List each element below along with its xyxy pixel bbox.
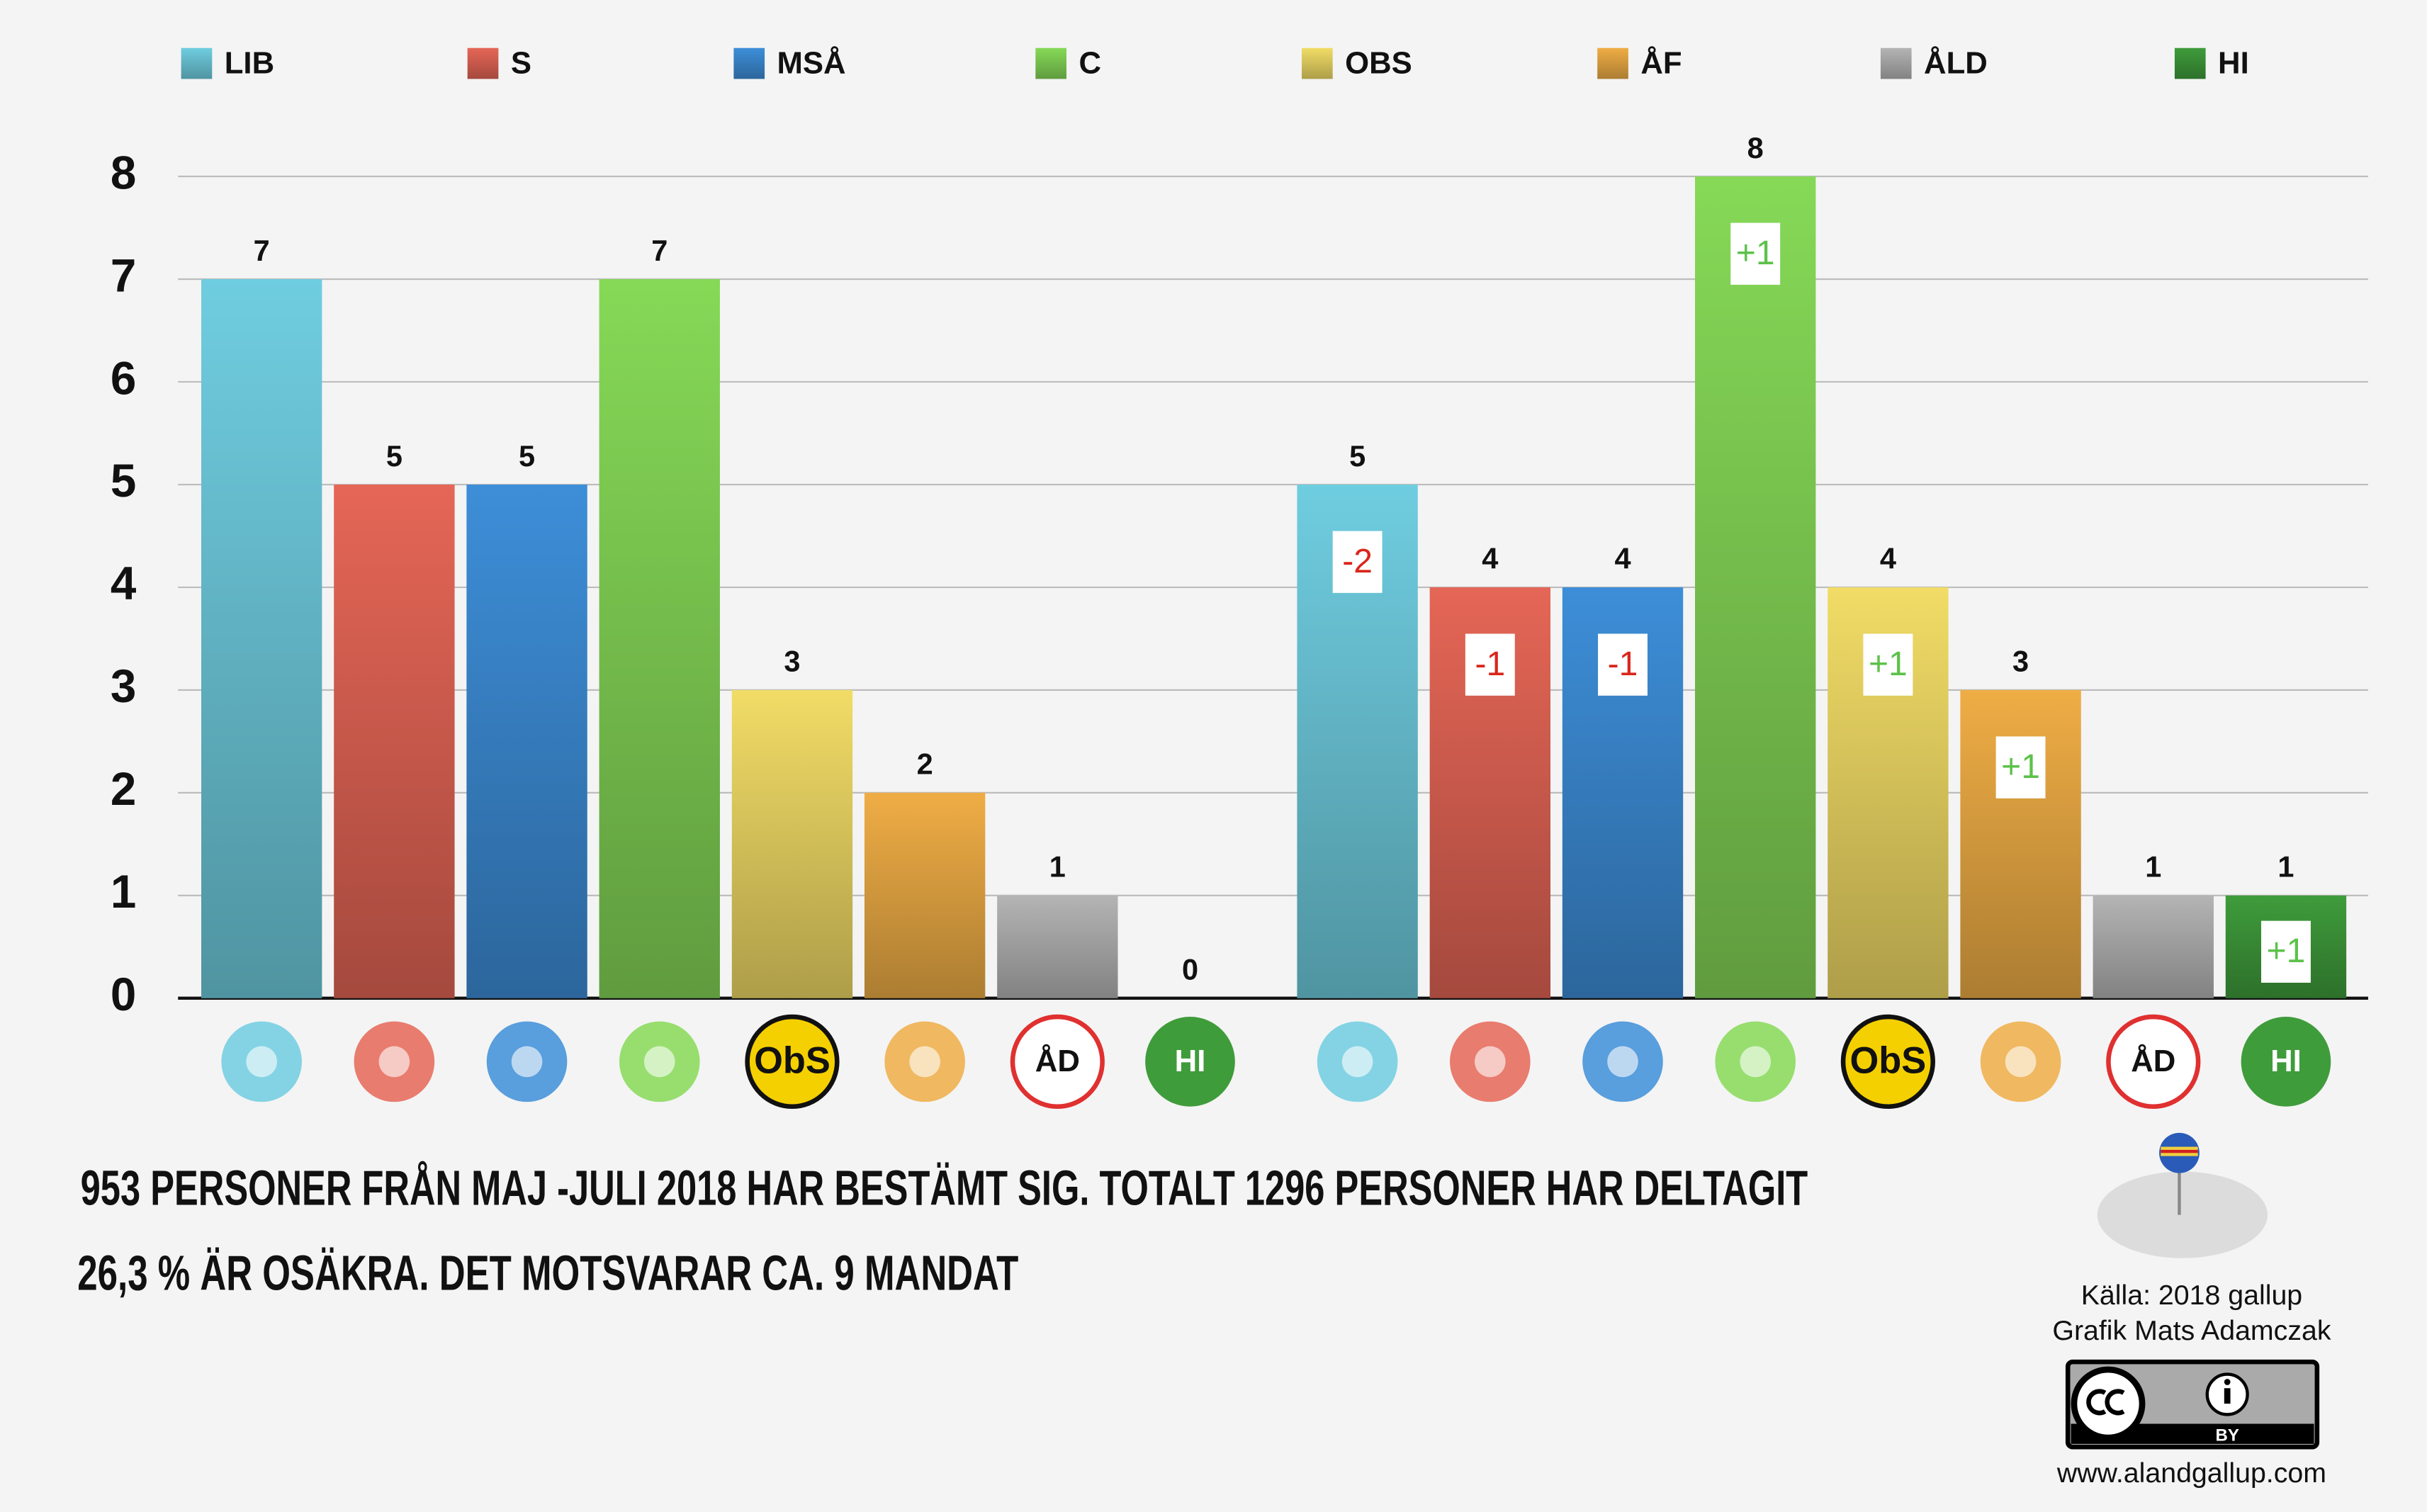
change-label: -1 bbox=[1608, 645, 1638, 683]
bar bbox=[864, 792, 986, 998]
value-label: 0 bbox=[1182, 953, 1198, 986]
legend-label: S bbox=[511, 45, 531, 80]
logo-inner bbox=[909, 1046, 940, 1078]
change-label: -1 bbox=[1475, 645, 1505, 683]
change-label: +1 bbox=[1869, 645, 1908, 683]
bar bbox=[599, 278, 720, 998]
legend-label: LIB bbox=[225, 45, 274, 80]
bar bbox=[731, 689, 853, 998]
value-label: 7 bbox=[254, 234, 270, 267]
change-label: +1 bbox=[1736, 235, 1775, 272]
change-box bbox=[1465, 633, 1515, 696]
logo bbox=[2106, 1014, 2201, 1110]
value-label: 3 bbox=[2012, 645, 2029, 678]
logo-text: HI bbox=[2270, 1044, 2302, 1078]
value-label: 5 bbox=[1349, 439, 1365, 473]
y-tick-label: 3 bbox=[111, 660, 136, 712]
legend-label: MSÅ bbox=[777, 45, 846, 80]
legend-swatch bbox=[1880, 47, 1912, 79]
bar bbox=[2093, 895, 2214, 998]
value-label: 8 bbox=[1747, 131, 1764, 164]
change-box bbox=[1863, 633, 1913, 696]
value-label: 2 bbox=[917, 747, 933, 781]
value-label: 1 bbox=[2277, 850, 2294, 884]
logo-text: ÅD bbox=[1035, 1044, 1080, 1078]
legend-label: ÅF bbox=[1640, 45, 1682, 80]
logo-inner bbox=[2005, 1046, 2037, 1078]
legend-label: OBS bbox=[1345, 45, 1412, 80]
legend-swatch bbox=[733, 47, 765, 79]
logo-inner bbox=[643, 1046, 675, 1078]
legend-label: ÅLD bbox=[1924, 45, 1988, 80]
logo-text: HI bbox=[1175, 1044, 1206, 1078]
note: 953 PERSONER FRÅN MAJ -JULI 2018 HAR BES… bbox=[81, 1160, 1808, 1215]
value-label: 4 bbox=[1482, 542, 1498, 575]
logo-text: ObS bbox=[754, 1040, 830, 1081]
bar bbox=[466, 484, 587, 998]
value-label: 3 bbox=[784, 645, 800, 678]
value-label: 1 bbox=[2145, 850, 2161, 884]
change-box bbox=[1730, 222, 1781, 285]
logo-inner bbox=[511, 1046, 543, 1078]
legend-swatch bbox=[2174, 47, 2206, 79]
value-label: 4 bbox=[1614, 542, 1631, 575]
change-label: +1 bbox=[2267, 932, 2306, 970]
bar bbox=[334, 484, 455, 998]
source: Källa: 2018 gallup bbox=[2081, 1280, 2302, 1311]
logo bbox=[1010, 1014, 1105, 1110]
bar bbox=[201, 278, 322, 998]
value-label: 4 bbox=[1880, 542, 1896, 575]
bar bbox=[1960, 689, 2081, 998]
y-tick-label: 1 bbox=[111, 866, 136, 918]
value-label: 7 bbox=[651, 234, 668, 267]
logo bbox=[1145, 1017, 1235, 1107]
legend-swatch bbox=[1035, 47, 1066, 79]
y-tick-label: 8 bbox=[111, 147, 136, 198]
source: Grafik Mats Adamczak bbox=[2052, 1315, 2331, 1346]
legend-swatch bbox=[181, 47, 213, 79]
logo-inner bbox=[1607, 1046, 1638, 1078]
bar bbox=[1695, 176, 1816, 998]
legend-label: HI bbox=[2218, 45, 2249, 80]
value-label: 5 bbox=[519, 439, 535, 473]
logo-inner bbox=[246, 1046, 278, 1078]
y-tick-label: 4 bbox=[111, 558, 137, 609]
change-label: -2 bbox=[1342, 543, 1373, 580]
note: 26,3 % ÄR OSÄKRA. DET MOTSVARAR CA. 9 MA… bbox=[77, 1245, 1018, 1300]
logo-inner bbox=[1341, 1046, 1373, 1078]
logo-text: ObS bbox=[1850, 1040, 1927, 1081]
change-box bbox=[1995, 736, 2046, 799]
change-label: +1 bbox=[2001, 748, 2040, 786]
y-tick-label: 2 bbox=[111, 763, 136, 815]
logo-inner bbox=[378, 1046, 410, 1078]
legend-swatch bbox=[1302, 47, 1333, 79]
y-tick-label: 7 bbox=[111, 249, 136, 301]
logo-text: ÅD bbox=[2131, 1044, 2175, 1078]
y-tick-label: 5 bbox=[111, 455, 136, 507]
license: BY bbox=[2215, 1426, 2239, 1445]
change-box bbox=[1332, 531, 1383, 593]
y-tick-label: 0 bbox=[111, 969, 136, 1020]
legend-label: C bbox=[1079, 45, 1101, 80]
map-icon bbox=[2097, 1132, 2268, 1258]
website: www.alandgallup.com bbox=[2056, 1457, 2326, 1489]
change-box bbox=[2261, 920, 2311, 983]
legend-swatch bbox=[467, 47, 499, 79]
legend-swatch bbox=[1597, 47, 1628, 79]
logo-inner bbox=[1474, 1046, 1506, 1078]
logo bbox=[1840, 1014, 1936, 1110]
y-tick-label: 6 bbox=[111, 352, 136, 404]
bar bbox=[997, 895, 1118, 998]
logo bbox=[745, 1014, 840, 1110]
value-label: 5 bbox=[386, 439, 402, 473]
change-box bbox=[1598, 633, 1648, 696]
license-badge: BY bbox=[2065, 1359, 2320, 1450]
logo-inner bbox=[1740, 1046, 1772, 1078]
value-label: 1 bbox=[1049, 850, 1066, 884]
logo bbox=[2241, 1017, 2331, 1107]
